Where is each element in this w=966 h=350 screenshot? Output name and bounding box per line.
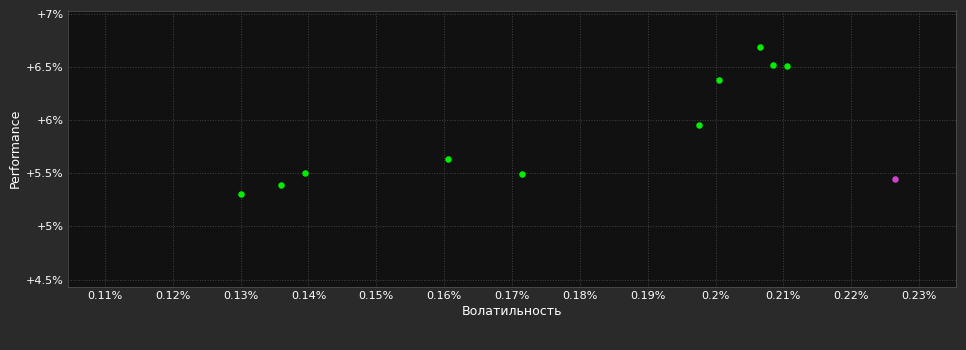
X-axis label: Волатильность: Волатильность: [462, 305, 562, 318]
Point: [752, 44, 767, 50]
Point: [440, 156, 455, 162]
Point: [888, 176, 903, 182]
Point: [233, 191, 248, 197]
Point: [711, 77, 726, 83]
Point: [298, 170, 313, 175]
Point: [765, 62, 781, 68]
Point: [273, 183, 289, 188]
Point: [691, 122, 706, 128]
Y-axis label: Performance: Performance: [9, 109, 21, 188]
Point: [515, 171, 530, 176]
Point: [779, 64, 794, 69]
